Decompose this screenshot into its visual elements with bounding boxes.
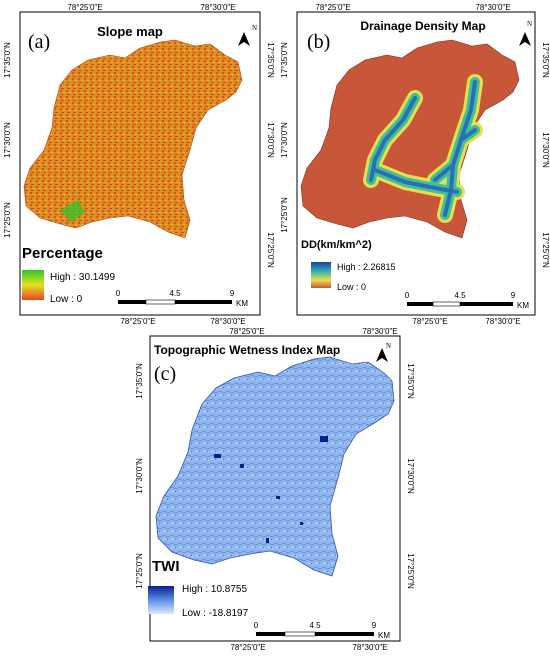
top-coord-1: 78°25'0"E [315,3,350,12]
right-coord-1: 17°35'0"N [541,42,550,78]
scale-bar: 0 4.5 9 KM [405,291,530,310]
panel-drainage-density-map: 78°25'0"E 78°30'0"E 78°25'0"E 78°30'0"E … [275,0,550,326]
panel-letter: (c) [154,363,176,385]
bottom-coord-2: 78°30'0"E [485,317,520,325]
top-coord-2: 78°30'0"E [200,3,235,12]
svg-text:4.5: 4.5 [309,621,321,630]
left-coord-2: 17°30'0"N [135,458,144,494]
panel-letter: (b) [307,31,330,53]
svg-text:0: 0 [405,291,410,300]
drainage-network [363,74,483,223]
legend-low: Low : 0 [337,282,366,292]
legend-color-ramp [148,586,174,614]
svg-text:KM: KM [517,301,529,310]
bottom-coord-1: 78°25'0"E [120,317,155,325]
map-title: Slope map [97,24,163,39]
left-coord-1: 17°35'0"N [3,42,12,78]
svg-text:N: N [527,20,532,28]
map-title: Drainage Density Map [360,19,485,33]
left-coord-3: 17°25'0"N [3,202,12,238]
legend-title: DD(km/km^2) [301,239,372,251]
watershed-slope [23,39,243,239]
top-coord-1: 78°25'0"E [229,327,264,336]
left-coord-2: 17°30'0"N [280,122,289,158]
svg-text:0: 0 [116,289,121,298]
left-coord-3: 17°25'0"N [135,553,144,589]
legend-low: Low : 0 [50,294,83,305]
svg-text:KM: KM [236,299,248,308]
legend-color-ramp [311,262,331,288]
right-coord-1: 17°35'0"N [266,42,275,78]
svg-text:9: 9 [511,291,516,300]
panel-twi-map: 78°25'0"E 78°30'0"E 78°25'0"E 78°30'0"E … [130,326,420,653]
scale-bar: 0 4.5 9 KM [116,289,249,308]
svg-text:4.5: 4.5 [169,289,181,298]
twi-high-spots [214,436,328,543]
right-coord-2: 17°30'0"N [266,122,275,158]
svg-text:0: 0 [254,621,259,630]
top-coord-2: 78°30'0"E [475,3,510,12]
top-coord-1: 78°25'0"E [67,3,102,12]
bottom-coord-2: 78°30'0"E [352,643,387,652]
left-coord-2: 17°30'0"N [3,122,12,158]
left-coord-1: 17°35'0"N [280,42,289,78]
panel-slope-map: 78°25'0"E 78°30'0"E 78°25'0"E 78°30'0"E … [0,0,275,326]
watershed-twi [155,356,395,577]
scale-bar: 0 4.5 9 KM [254,621,391,640]
left-coord-1: 17°35'0"N [135,363,144,399]
north-arrow-icon: N [376,342,391,362]
legend-high: High : 10.8755 [182,584,247,595]
svg-text:9: 9 [230,289,235,298]
legend-low: Low : -18.8197 [182,608,249,619]
left-coord-3: 17°25'0"N [280,197,289,233]
legend-title: Percentage [22,245,103,262]
top-coord-2: 78°30'0"E [362,327,397,336]
panel-letter: (a) [28,31,50,53]
legend-color-ramp [22,270,44,300]
bottom-coord-1: 78°25'0"E [230,643,265,652]
svg-text:KM: KM [378,631,390,640]
legend-high: High : 30.1499 [50,272,115,283]
svg-text:N: N [252,24,257,32]
right-coord-3: 17°25'0"N [406,553,415,589]
svg-text:4.5: 4.5 [454,291,466,300]
svg-text:9: 9 [372,621,377,630]
bottom-coord-2: 78°30'0"E [210,317,245,325]
map-title: Topographic Wetness Index Map [154,343,340,357]
legend-high: High : 2.26815 [337,262,396,272]
right-coord-3: 17°25'0"N [541,232,550,268]
legend-title: TWI [152,558,180,575]
right-coord-2: 17°30'0"N [406,458,415,494]
north-arrow-icon: N [238,24,257,46]
svg-text:N: N [386,342,391,350]
north-arrow-icon: N [519,20,532,46]
bottom-coord-1: 78°25'0"E [412,317,447,325]
right-coord-2: 17°30'0"N [541,132,550,168]
right-coord-3: 17°25'0"N [266,232,275,268]
right-coord-1: 17°35'0"N [406,363,415,399]
